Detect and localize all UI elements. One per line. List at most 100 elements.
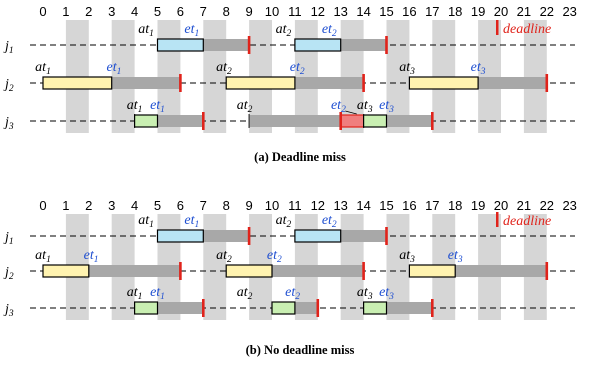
job-label-subscript: 2 <box>9 84 14 94</box>
job-label: j2 <box>3 265 14 282</box>
execution-time-label-subscript: 3 <box>388 105 394 115</box>
arrival-time-label-base: at <box>127 98 139 113</box>
blocked-interval <box>478 77 547 89</box>
arrival-time-label-base: at <box>138 22 150 37</box>
deadline-marker <box>385 227 388 245</box>
time-tick-label: 1 <box>62 198 69 213</box>
execution-time-label-base: et <box>448 248 459 263</box>
execution-time-label-base: et <box>322 22 333 37</box>
time-tick-label: 16 <box>402 4 416 19</box>
execution-time-label: et3 <box>379 285 394 302</box>
deadline-marker <box>179 74 182 92</box>
time-tick-label: 21 <box>517 4 531 19</box>
time-tick-label: 16 <box>402 198 416 213</box>
deadline-legend-label: deadline <box>503 22 551 37</box>
arrival-time-label-subscript: 1 <box>138 105 143 115</box>
missed-execution-bar <box>340 114 365 128</box>
deadline-marker <box>247 227 251 245</box>
deadline-marker <box>316 299 320 317</box>
time-tick-label: 15 <box>379 198 393 213</box>
arrival-time-label-base: at <box>357 285 369 300</box>
arrival-time-label-base: at <box>399 60 411 75</box>
arrival-time-label-subscript: 2 <box>248 105 253 115</box>
time-tick-label: 0 <box>39 198 46 213</box>
time-tick-label: 12 <box>311 198 325 213</box>
execution-time-label: et3 <box>471 60 486 77</box>
time-stripe <box>523 20 547 133</box>
execution-time-label-subscript: 2 <box>332 29 337 39</box>
arrival-time-label-subscript: 3 <box>409 67 415 77</box>
time-tick-label: 17 <box>425 4 439 19</box>
arrival-time-label-base: at <box>276 213 288 228</box>
time-tick-label: 19 <box>471 198 485 213</box>
arrival-time-label-subscript: 2 <box>227 67 232 77</box>
execution-time-label-subscript: 1 <box>117 67 122 77</box>
time-tick-label: 17 <box>425 198 439 213</box>
execution-time-label-base: et <box>379 285 390 300</box>
execution-time-label-subscript: 1 <box>195 220 200 230</box>
execution-time-label-base: et <box>471 60 482 75</box>
arrival-time-label-subscript: 1 <box>138 292 143 302</box>
arrival-time-label-base: at <box>127 285 139 300</box>
execution-time-label: et2 <box>285 285 300 302</box>
execution-time-label-base: et <box>290 60 301 75</box>
execution-time-label-base: et <box>331 98 342 113</box>
time-tick-label: 12 <box>311 4 325 19</box>
arrival-time-label: at2 <box>237 285 253 302</box>
execution-time-label-subscript: 2 <box>277 255 282 265</box>
execution-time-label: et1 <box>184 213 199 230</box>
execution-bar <box>363 114 388 128</box>
time-tick-label: 23 <box>562 198 576 213</box>
time-tick-label: 20 <box>494 4 508 19</box>
arrival-time-label-subscript: 3 <box>409 255 415 265</box>
execution-time-label: et1 <box>107 60 122 77</box>
time-tick-label: 22 <box>540 4 554 19</box>
arrival-time-label-base: at <box>237 98 249 113</box>
arrival-time-label-subscript: 2 <box>227 255 232 265</box>
time-tick-label: 18 <box>448 4 462 19</box>
arrival-time-label-base: at <box>237 285 249 300</box>
job-label-subscript: 2 <box>9 272 14 282</box>
execution-time-label: et2 <box>322 22 337 39</box>
time-tick-label: 2 <box>85 198 92 213</box>
execution-time-label: et1 <box>150 285 165 302</box>
blocked-interval <box>340 39 387 51</box>
execution-time-label: et2 <box>322 213 337 230</box>
blocked-interval <box>157 302 204 314</box>
job-label: j1 <box>3 230 14 247</box>
time-tick-label: 15 <box>379 4 393 19</box>
execution-time-label-base: et <box>84 248 95 263</box>
arrival-time-label-subscript: 3 <box>367 105 373 115</box>
time-tick-label: 19 <box>471 4 485 19</box>
arrival-time-label: at2 <box>237 98 253 115</box>
execution-time-label-subscript: 3 <box>388 292 394 302</box>
execution-time-label-subscript: 1 <box>195 29 200 39</box>
time-tick-label: 5 <box>154 198 161 213</box>
blocked-interval <box>294 77 364 89</box>
arrival-time-label: at2 <box>276 213 292 230</box>
execution-time-label-subscript: 1 <box>160 292 165 302</box>
arrival-time-label: at1 <box>127 285 143 302</box>
deadline-marker <box>385 36 388 54</box>
deadline-marker <box>545 262 549 280</box>
execution-time-label: et1 <box>150 98 165 115</box>
execution-time-label-base: et <box>322 213 333 228</box>
deadline-marker <box>339 112 342 130</box>
execution-time-label-subscript: 1 <box>94 255 99 265</box>
time-stripe <box>203 214 227 320</box>
time-tick-label: 4 <box>131 198 138 213</box>
arrival-time-label-subscript: 1 <box>46 67 51 77</box>
blocked-interval <box>88 265 181 277</box>
time-tick-label: 14 <box>356 198 370 213</box>
arrival-time-label-subscript: 2 <box>287 220 292 230</box>
execution-time-label-subscript: 3 <box>457 255 463 265</box>
arrival-time-label: at3 <box>399 248 415 265</box>
time-tick-label: 9 <box>245 4 252 19</box>
arrival-time-label-base: at <box>35 248 47 263</box>
arrival-time-label: at1 <box>35 60 51 77</box>
time-tick-label: 11 <box>288 198 302 213</box>
panel-a: 0 1 2 3 4 5 6 7 8 9 10 11 12 13 14 15 16 17 18 19 20 21 22 23de… <box>3 4 577 164</box>
arrival-time-label-base: at <box>399 248 411 263</box>
execution-bar <box>363 301 388 315</box>
execution-time-label: et2 <box>267 248 282 265</box>
